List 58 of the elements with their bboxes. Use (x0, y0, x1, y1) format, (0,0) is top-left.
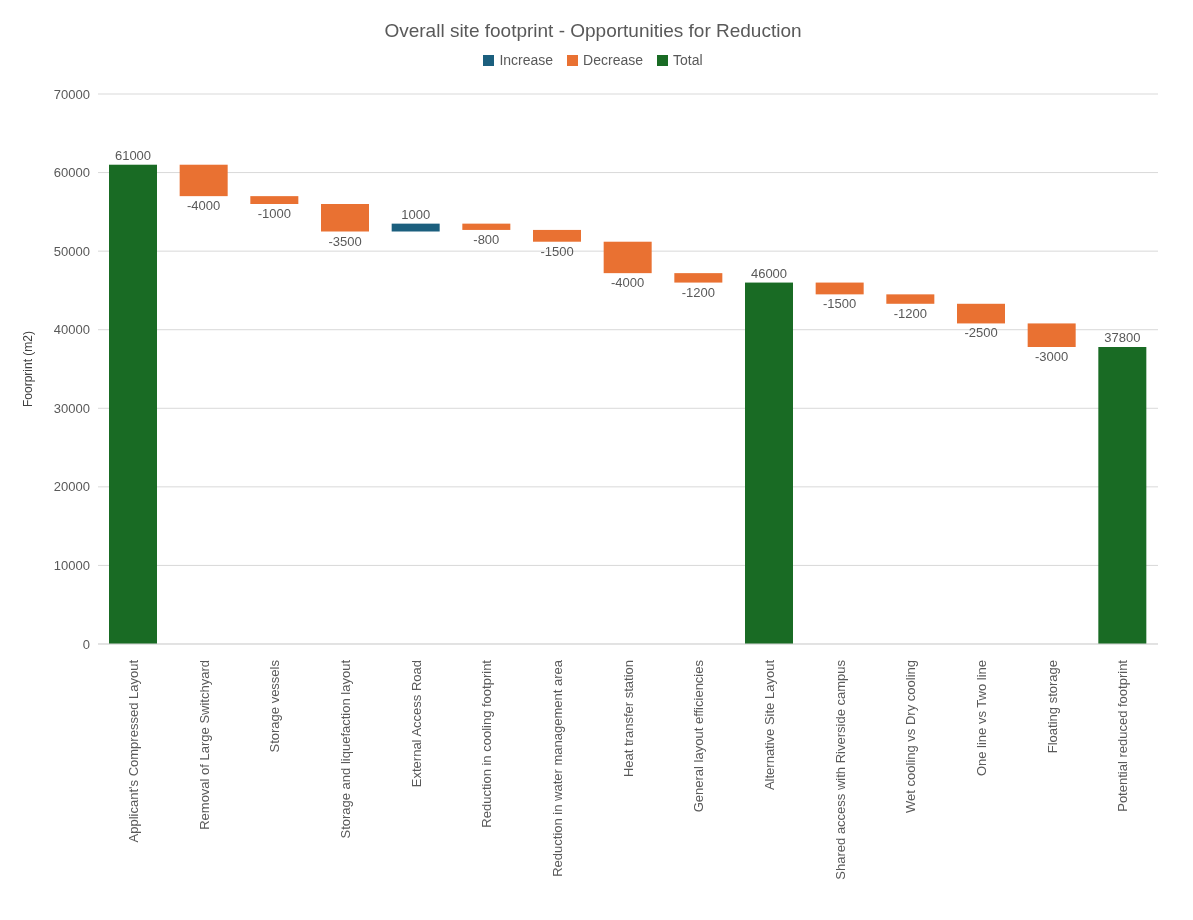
bar (391, 223, 440, 232)
bar (674, 273, 723, 283)
x-tick-label: Heat transfer station (620, 660, 636, 778)
x-tick-label: Reduction in water management area (549, 659, 565, 877)
data-label: -1500 (540, 243, 574, 259)
data-label: -3500 (328, 233, 362, 249)
bar (462, 223, 511, 230)
data-label: -800 (473, 231, 500, 247)
y-tick-label: 70000 (53, 86, 90, 102)
y-tick-label: 0 (82, 636, 90, 652)
data-label: -4000 (611, 275, 645, 291)
x-tick-label: Floating storage (1044, 660, 1060, 754)
y-tick-label: 20000 (53, 479, 90, 495)
bar (1027, 323, 1076, 347)
x-tick-label: Applicant's Compressed Layout (125, 659, 141, 843)
data-label: -2500 (964, 325, 998, 341)
data-label: 1000 (401, 206, 431, 222)
bar (109, 164, 157, 644)
data-label: 61000 (114, 147, 152, 163)
data-label: 46000 (750, 265, 788, 281)
bar (250, 196, 299, 204)
x-tick-label: Storage vessels (267, 659, 283, 753)
y-tick-label: 50000 (53, 243, 90, 259)
bar (321, 204, 369, 232)
data-label: -1500 (823, 296, 857, 312)
x-tick-label: General layout efficiencies (691, 659, 707, 813)
x-tick-label: Storage and liquefaction layout (337, 659, 353, 839)
bar (745, 282, 793, 644)
legend-label: Increase (498, 52, 554, 68)
chart-title: Overall site footprint - Opportunities for Reduction (383, 19, 803, 42)
x-tick-label: Reduction in cooling footprint (479, 659, 495, 828)
legend-label: Decrease (582, 52, 644, 68)
bar (886, 294, 935, 304)
bar (603, 241, 652, 274)
y-tick-label: 40000 (53, 322, 90, 338)
data-label: -4000 (187, 198, 221, 214)
bar (957, 303, 1005, 324)
data-label: -1200 (893, 305, 927, 321)
y-axis-title: Foorprint (m2) (21, 330, 36, 408)
x-tick-label: Shared access with Riverside campus (832, 659, 848, 880)
y-tick-label: 60000 (53, 165, 90, 181)
bar (1098, 347, 1147, 644)
bar (533, 229, 581, 242)
y-tick-label: 10000 (53, 558, 90, 574)
legend-label: Total (672, 52, 703, 68)
data-label: 37800 (1104, 330, 1141, 345)
x-tick-label: Alternative Site Layout (761, 659, 777, 791)
x-tick-label: Wet cooling vs Dry cooling (903, 660, 919, 813)
data-label: -3000 (1035, 349, 1069, 364)
bar (815, 282, 864, 295)
y-tick-label: 30000 (53, 400, 90, 416)
data-label: -1000 (257, 206, 291, 221)
x-tick-label: External Access Road (408, 660, 424, 788)
x-tick-label: Potential reduced footprint (1115, 659, 1131, 812)
x-tick-label: One line vs Two line (973, 660, 989, 777)
x-tick-label: Removal of Large Switchyard (196, 660, 212, 830)
bar (179, 164, 228, 197)
data-label: -1200 (681, 284, 715, 300)
